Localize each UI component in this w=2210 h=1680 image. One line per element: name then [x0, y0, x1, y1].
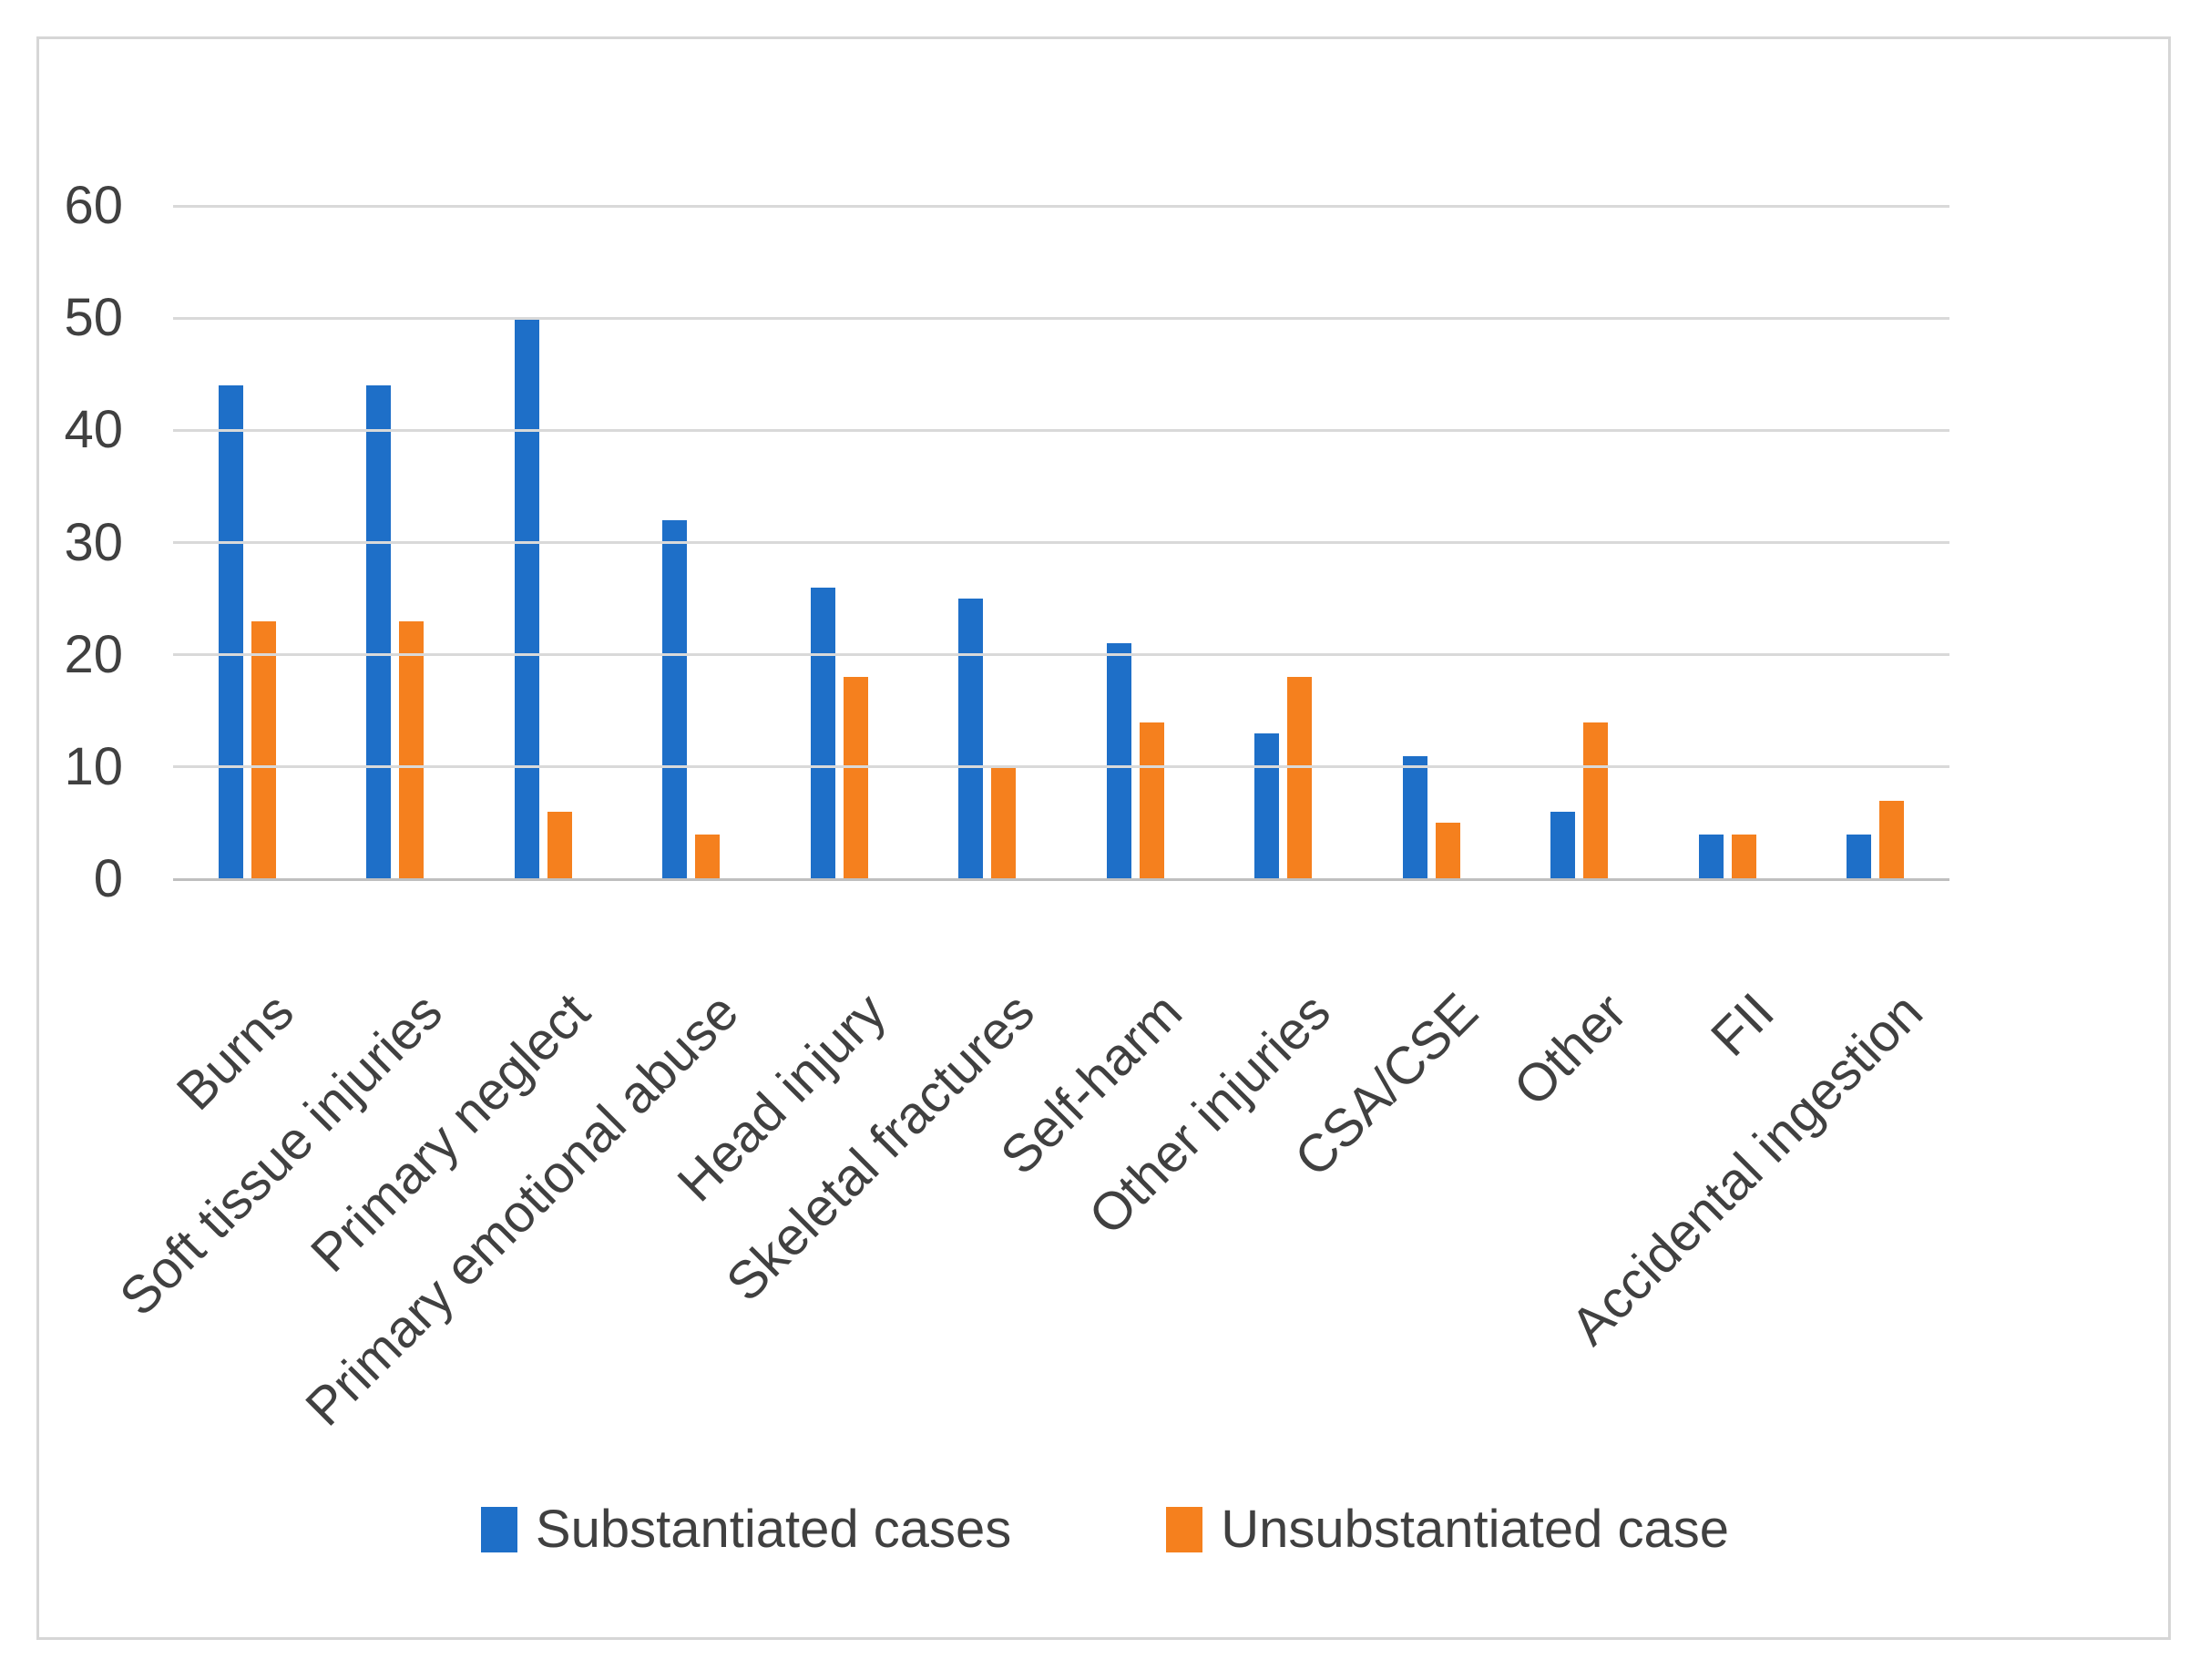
bar-substantiated-cases-primary-emotional-abuse	[662, 519, 688, 879]
bar-unsubstantiated-case-csa-cse	[1435, 823, 1460, 879]
y-tick-label-0: 0	[93, 849, 123, 908]
bar-group-fii	[1653, 206, 1802, 879]
bar-unsubstantiated-case-primary-emotional-abuse	[695, 834, 721, 879]
gridline-60	[173, 204, 1949, 208]
bar-group-csa-cse	[1357, 206, 1506, 879]
bar-group-head-injury	[765, 206, 914, 879]
gridline-40	[173, 428, 1949, 432]
y-tick-label-40: 40	[64, 400, 123, 460]
bar-substantiated-cases-csa-cse	[1402, 755, 1427, 879]
bar-group-other-injuries	[1210, 206, 1358, 879]
bar-unsubstantiated-case-other	[1583, 722, 1609, 879]
gridline-50	[173, 316, 1949, 320]
legend-label: Unsubstantiated case	[1221, 1500, 1730, 1559]
gridline-30	[173, 541, 1949, 544]
bar-unsubstantiated-case-skeletal-fractures	[991, 766, 1017, 879]
y-tick-label-60: 60	[64, 176, 123, 235]
bar-substantiated-cases-burns	[218, 385, 243, 879]
legend-item-substantiated-cases: Substantiated cases	[480, 1499, 1012, 1560]
bar-substantiated-cases-skeletal-fractures	[958, 599, 984, 879]
bar-unsubstantiated-case-self-harm	[1139, 722, 1164, 879]
bars-layer	[173, 206, 1949, 879]
bar-group-other	[1506, 206, 1654, 879]
legend-swatch-icon	[480, 1506, 517, 1552]
legend: Substantiated cases Unsubstantiated case	[0, 1499, 2210, 1560]
legend-label: Substantiated cases	[535, 1500, 1012, 1559]
bar-substantiated-cases-head-injury	[810, 587, 835, 879]
legend-item-unsubstantiated-case: Unsubstantiated case	[1166, 1499, 1729, 1560]
bar-substantiated-cases-accidental-ingestion	[1847, 834, 1872, 879]
bar-unsubstantiated-case-primary-neglect	[547, 812, 572, 879]
bar-unsubstantiated-case-soft-tissue-injuries	[399, 620, 425, 879]
y-tick-label-20: 20	[64, 624, 123, 684]
bar-group-self-harm	[1061, 206, 1210, 879]
bar-group-primary-emotional-abuse	[618, 206, 766, 879]
gridline-10	[173, 765, 1949, 769]
bar-substantiated-cases-primary-neglect	[514, 318, 539, 879]
y-tick-label-30: 30	[64, 512, 123, 572]
bar-unsubstantiated-case-burns	[251, 620, 276, 879]
gridline-20	[173, 653, 1949, 657]
bar-substantiated-cases-other-injuries	[1254, 732, 1280, 879]
bar-unsubstantiated-case-other-injuries	[1287, 677, 1313, 879]
bar-unsubstantiated-case-head-injury	[843, 677, 868, 879]
y-tick-label-50: 50	[64, 288, 123, 348]
bar-group-accidental-ingestion	[1802, 206, 1950, 879]
bar-substantiated-cases-fii	[1698, 834, 1724, 879]
bar-group-skeletal-fractures	[914, 206, 1062, 879]
bar-substantiated-cases-self-harm	[1106, 643, 1131, 879]
chart-outer-border	[36, 36, 2171, 1640]
bar-group-soft-tissue-injuries	[322, 206, 470, 879]
bar-group-primary-neglect	[469, 206, 618, 879]
legend-swatch-icon	[1166, 1506, 1203, 1552]
plot-area: Burns Soft tissue injuries Primary neglect…	[108, 204, 1949, 1437]
bar-substantiated-cases-soft-tissue-injuries	[366, 385, 392, 879]
y-tick-label-10: 10	[64, 736, 123, 796]
bar-unsubstantiated-case-fii	[1731, 834, 1756, 879]
bar-group-burns	[173, 206, 322, 879]
gridline-0	[173, 877, 1949, 881]
bar-substantiated-cases-other	[1550, 812, 1576, 879]
bar-unsubstantiated-case-accidental-ingestion	[1879, 800, 1905, 879]
